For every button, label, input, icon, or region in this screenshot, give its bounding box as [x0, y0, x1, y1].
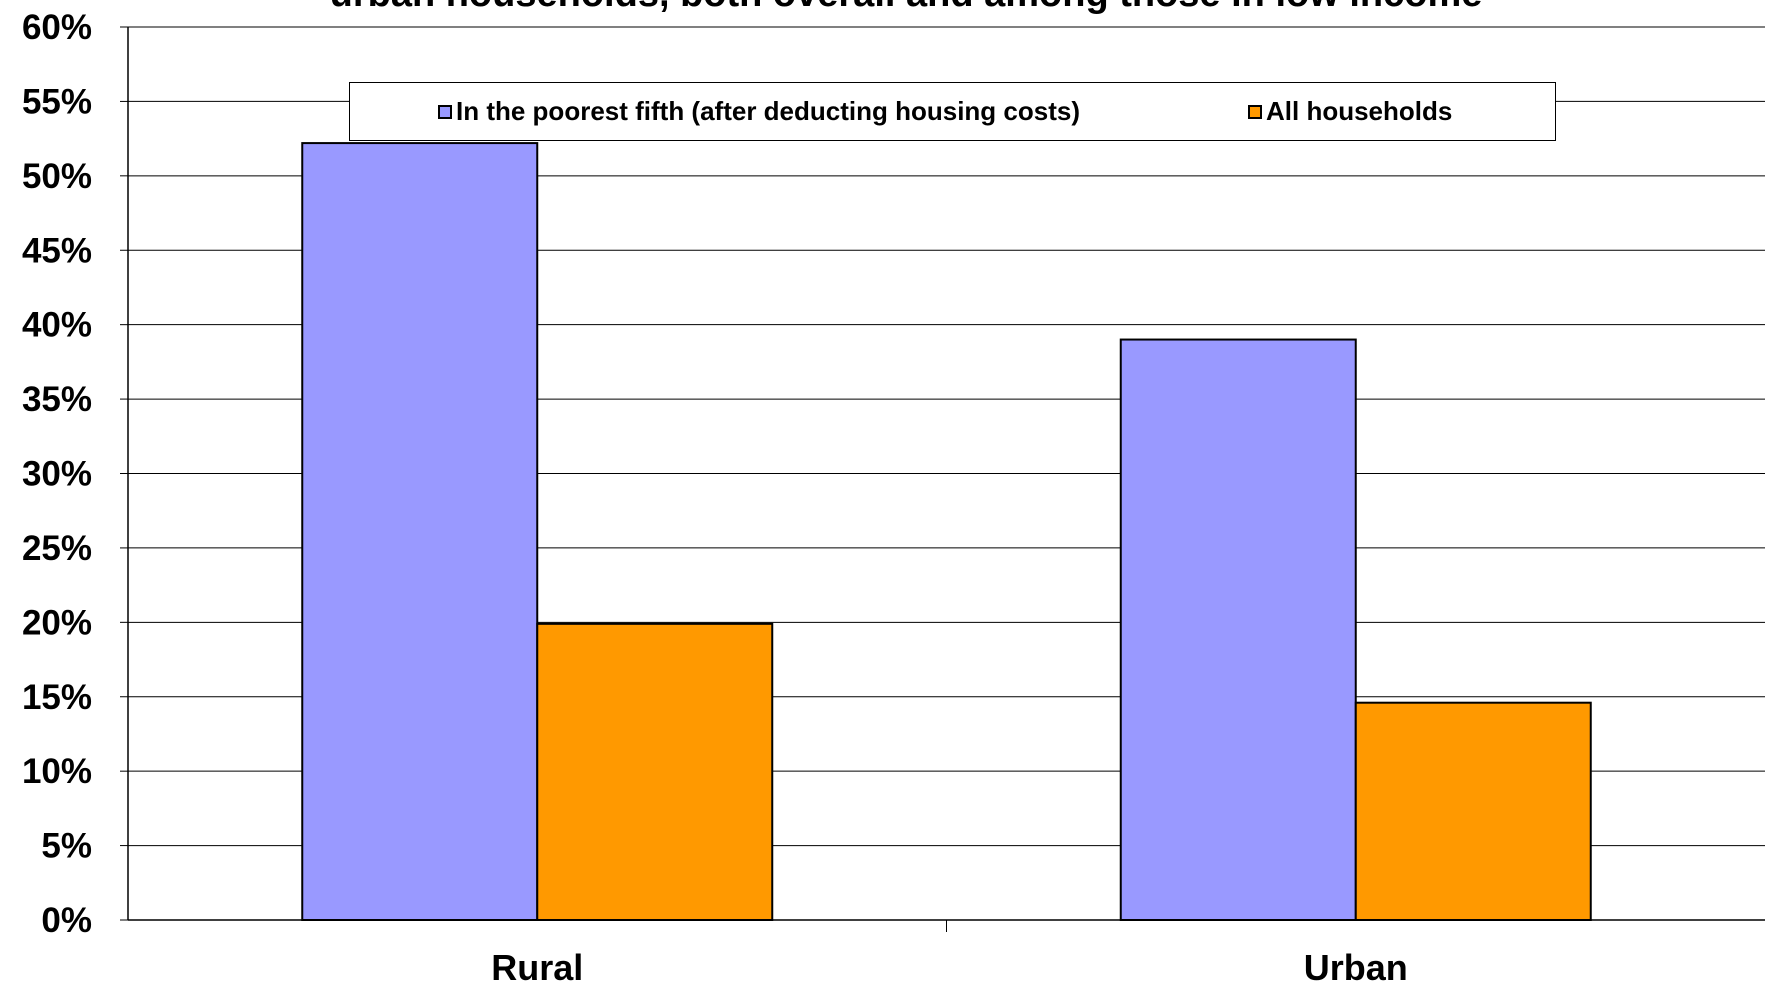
y-tick-label: 35% [22, 380, 92, 419]
y-tick-label: 50% [22, 157, 92, 196]
y-tick-labels: 0% 5% 10% 15% 20% 25% 30% 35% 40% 45% 50% 55% 60% [22, 8, 128, 940]
bar-urban-series-1 [1119, 338, 1357, 921]
bar-urban-series-2 [1354, 701, 1592, 921]
x-tick-label: Rural [491, 947, 583, 985]
bars [301, 142, 1592, 921]
y-tick-label: 5% [41, 827, 92, 866]
chart-title: urban households, both overall and among… [330, 0, 1483, 15]
legend-item-poorest-fifth: In the poorest fifth (after deducting ho… [438, 83, 1080, 140]
x-tick-label: Urban [1304, 947, 1408, 985]
legend-label-all-households: All households [1266, 96, 1453, 126]
y-tick-label: 45% [22, 231, 92, 270]
y-tick-label: 15% [22, 678, 92, 717]
y-tick-label: 30% [22, 455, 92, 494]
y-tick-label: 60% [22, 8, 92, 47]
y-tick-label: 40% [22, 306, 92, 345]
legend-item-all-households: All households [1248, 83, 1452, 140]
bar-rural-series-2 [536, 622, 774, 921]
y-tick-label: 10% [22, 752, 92, 791]
bar-rural-series-1 [301, 142, 539, 921]
y-tick-label: 55% [22, 82, 92, 121]
y-tick-label: 25% [22, 529, 92, 568]
legend: In the poorest fifth (after deducting ho… [349, 82, 1556, 141]
legend-swatch-all-households [1248, 104, 1262, 119]
legend-label-poorest-fifth: In the poorest fifth (after deducting ho… [456, 96, 1080, 126]
legend-swatch-poorest-fifth [438, 104, 452, 119]
y-tick-label: 20% [22, 603, 92, 642]
x-tick-labels: Rural Urban [491, 920, 1408, 985]
y-tick-label: 0% [41, 901, 92, 940]
